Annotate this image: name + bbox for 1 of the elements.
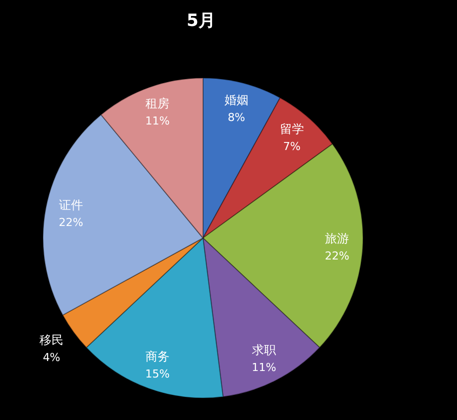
title: 5月 — [186, 11, 216, 31]
